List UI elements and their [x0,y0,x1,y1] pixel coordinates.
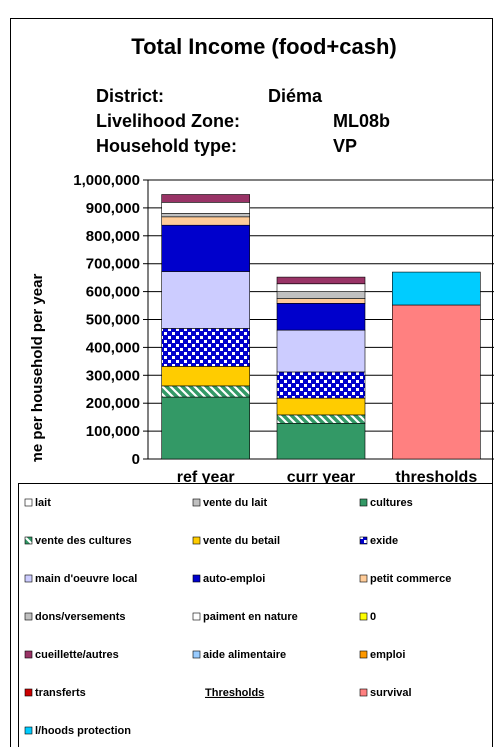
legend-swatch [24,536,33,545]
x-tick-label: thresholds [395,469,477,486]
bar-segment [276,291,366,299]
categories: ref year curr year thresholds [177,469,478,486]
legend-label: l/hoods protection [35,725,131,737]
y-tick-label: 200,000 [86,395,140,412]
bar-segment [161,216,250,226]
legend-heading: Thresholds [205,687,264,699]
bar-segment [161,366,250,387]
legend-swatch [192,574,201,583]
y-label-wrap: Income per household per year [29,274,46,497]
legend-swatch [359,650,368,659]
plot: 0 100,000 200,000 300,000 400,000 500,000 600,… [73,172,494,468]
legend-swatch [359,498,368,507]
bar-segment [161,271,250,329]
y-tick-label: 900,000 [86,200,140,217]
info-value: Diéma [268,86,323,106]
legend-label: petit commerce [370,573,451,585]
bar-segment [276,397,366,416]
legend-swatch [24,726,33,735]
legend-label: vente du betail [203,535,280,547]
legend-label: cultures [370,497,413,509]
legend-label: emploi [370,649,405,661]
legend-label: exide [370,535,398,547]
bar-segment [276,329,366,373]
info-value: VP [333,136,357,156]
legend-label: transferts [35,687,86,699]
bar-segment [276,414,366,424]
bar-segment [161,396,250,460]
legend-swatch [24,688,33,697]
legend-swatch [192,612,201,621]
info-label: Household type: [96,136,237,156]
x-tick-label: ref year [177,469,235,486]
legend-swatch [359,574,368,583]
y-axis-label: Income per household per year [29,274,46,497]
y-tick-label: 1,000,000 [73,172,140,189]
legend-label: main d'oeuvre local [35,573,137,585]
y-tick-label: 600,000 [86,284,140,301]
legend-label: vente des cultures [35,535,132,547]
legend-swatch [359,536,368,545]
legend-label: 0 [370,611,376,623]
x-tick-label: curr year [287,469,356,486]
legend-swatch [359,688,368,697]
legend-swatch [24,650,33,659]
info-label: Livelihood Zone: [96,111,240,131]
bar-segment [276,276,366,285]
legend-swatch [24,498,33,507]
legend-label: cueillette/autres [35,649,119,661]
y-tick-label: 0 [132,451,140,468]
legend-label: dons/versements [35,611,125,623]
info-value: ML08b [333,111,390,131]
legend-label: lait [35,497,51,509]
y-tick-label: 400,000 [86,339,140,356]
bar-segment [161,328,250,367]
legend-swatch [359,612,368,621]
bar-segment [276,303,366,331]
bar-segment [161,224,250,272]
legend-swatch [24,612,33,621]
y-tick-label: 800,000 [86,228,140,245]
legend-swatch [192,498,201,507]
legend-label: paiment en nature [203,611,298,623]
chart-title: Total Income (food+cash) [131,34,396,59]
bar-segment [161,213,250,218]
legend-label: survival [370,687,412,699]
y-tick-label: 100,000 [86,423,140,440]
legend-label: auto-emploi [203,573,265,585]
info: District: Diéma Livelihood Zone: ML08b House… [96,86,390,156]
bar-segment [161,385,250,398]
legend-label: vente du lait [203,497,268,509]
legend-swatch [192,650,201,659]
legend: lait vente du lait cultures vente des cultu… [24,497,451,737]
info-label: District: [96,86,164,106]
legend-swatch [24,574,33,583]
legend-box [18,483,493,747]
bar-segment [161,202,250,214]
legend-swatch [192,536,201,545]
y-tick-label: 500,000 [86,311,140,328]
bar-segment [276,298,366,304]
bar-segment [392,304,481,460]
y-tick-label: 700,000 [86,256,140,273]
bar-segment [276,283,366,292]
y-tick-label: 300,000 [86,367,140,384]
bar-segment [392,271,481,306]
legend-label: aide alimentaire [203,649,286,661]
bar-segment [161,194,250,203]
bar-segment [276,371,366,399]
bar-segment [276,422,366,460]
